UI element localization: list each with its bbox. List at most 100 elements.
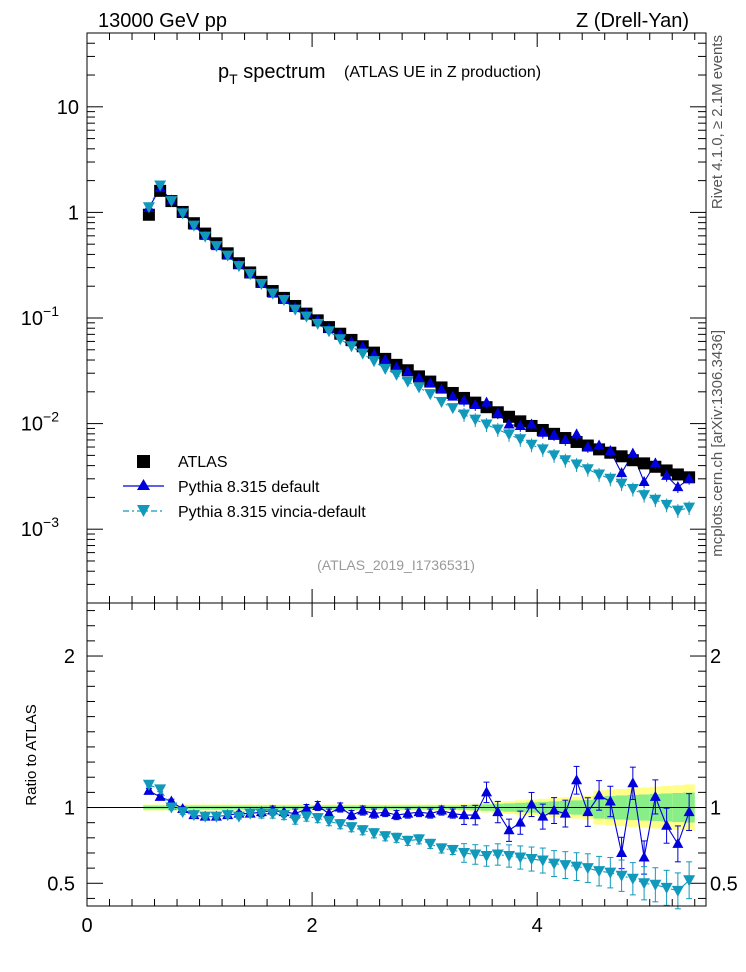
main-ytick-label: 10−3 (21, 514, 59, 541)
main-ytick-label: 1 (68, 202, 79, 224)
ratio-ytick-label-right: 0.5 (710, 873, 738, 895)
vincia-point (480, 419, 493, 431)
ytick-exp: −2 (43, 409, 59, 425)
ratio-axes: 0.5 0.5 1 1 2 2 (47, 603, 738, 906)
default-point (514, 419, 526, 430)
ratio-default-point (649, 790, 661, 801)
atlas-point (615, 450, 628, 463)
ratio-vincia-point (446, 844, 459, 856)
ratio-vincia-point (424, 838, 437, 850)
ratio-vincia-point (255, 808, 268, 820)
title-rest: spectrum (238, 61, 326, 83)
default-point (503, 418, 515, 429)
vincia-point (469, 414, 482, 426)
ratio-vincia-point (367, 828, 380, 840)
ratio-vincia-point (187, 810, 200, 822)
vincia-point (570, 459, 583, 471)
ratio-vincia-point (480, 851, 493, 863)
vincia-point (311, 318, 324, 330)
vincia-point (289, 304, 302, 316)
ratio-vincia-point (626, 873, 639, 885)
default-point (649, 457, 661, 468)
ratio-vincia-point (266, 808, 279, 820)
ratio-vincia-point (615, 870, 628, 882)
ratio-ytick-label: 0.5 (47, 873, 75, 895)
ratio-default-point (571, 774, 583, 785)
default-point (672, 481, 684, 492)
main-data-layer (142, 180, 696, 519)
vincia-point (626, 484, 639, 496)
ratio-ylabel: Ratio to ATLAS (23, 704, 40, 805)
ratio-vincia-point (390, 832, 403, 844)
legend-label-vincia: Pythia 8.315 vincia-default (178, 504, 366, 521)
ratio-default-point (447, 807, 459, 818)
default-point (537, 426, 549, 437)
ratio-default-point (413, 806, 425, 817)
x-tick-labels: 0 2 4 (81, 915, 542, 937)
vincia-point (604, 473, 617, 485)
vincia-point (199, 231, 212, 243)
ratio-vincia-point (356, 825, 369, 837)
analysis-id: (ATLAS_2019_I1736531) (317, 557, 475, 573)
legend-marker-vincia (137, 505, 150, 517)
ratio-vincia-point (604, 867, 617, 879)
ratio-data-layer (142, 765, 696, 910)
default-point (402, 365, 414, 376)
ratio-vincia-point (593, 866, 606, 878)
ratio-default-point (323, 807, 335, 818)
ratio-default-point (436, 804, 448, 815)
ratio-vincia-point (277, 810, 290, 822)
ratio-ytick-label: 1 (64, 798, 75, 820)
vincia-point (536, 444, 549, 456)
default-point (436, 383, 448, 394)
ytick-exp: −1 (43, 303, 59, 319)
vincia-point (345, 341, 358, 353)
ratio-default-point (424, 807, 436, 818)
vincia-point (334, 334, 347, 346)
ratio-vincia-point (413, 834, 426, 846)
ratio-vincia-point (671, 885, 684, 897)
vincia-point (221, 250, 234, 262)
ratio-frame (86, 602, 707, 907)
vincia-point (413, 382, 426, 394)
atlas-point (570, 435, 583, 448)
ratio-default-point (357, 804, 369, 815)
ytick-exp: −3 (43, 514, 59, 530)
vincia-point (356, 348, 369, 360)
vincia-point (176, 208, 189, 220)
ratio-default-point (559, 807, 571, 818)
vincia-point (581, 464, 594, 476)
default-point (447, 390, 459, 401)
legend-marker-default (137, 479, 150, 490)
vincia-line (148, 184, 690, 512)
vincia-point (435, 397, 448, 409)
x-tick-label: 2 (307, 915, 318, 937)
vincia-point (277, 295, 290, 307)
ratio-vincia-point (401, 835, 414, 847)
vincia-point (165, 196, 178, 208)
ratio-default-point (683, 806, 695, 817)
vincia-point (142, 202, 155, 214)
vincia-point (424, 389, 437, 401)
ratio-vincia-point (458, 847, 471, 859)
title-main: p (218, 61, 229, 83)
default-point (379, 354, 391, 365)
ratio-vincia-point (491, 849, 504, 861)
main-ytick-label: 10 (57, 97, 79, 119)
ratio-vincia-point (581, 863, 594, 875)
ratio-default-point (481, 786, 493, 797)
vincia-point (683, 502, 696, 514)
legend-marker-atlas (137, 455, 150, 468)
default-point (661, 469, 673, 480)
energy-label: 13000 GeV pp (98, 10, 227, 32)
default-point (492, 407, 504, 418)
legend-label-atlas: ATLAS (178, 454, 228, 471)
vincia-point (491, 424, 504, 436)
ratio-default-point (616, 846, 628, 857)
x-tick-label: 4 (532, 915, 543, 937)
vincia-point (300, 311, 313, 323)
vincia-point (458, 409, 471, 421)
ratio-default-point (537, 810, 549, 821)
